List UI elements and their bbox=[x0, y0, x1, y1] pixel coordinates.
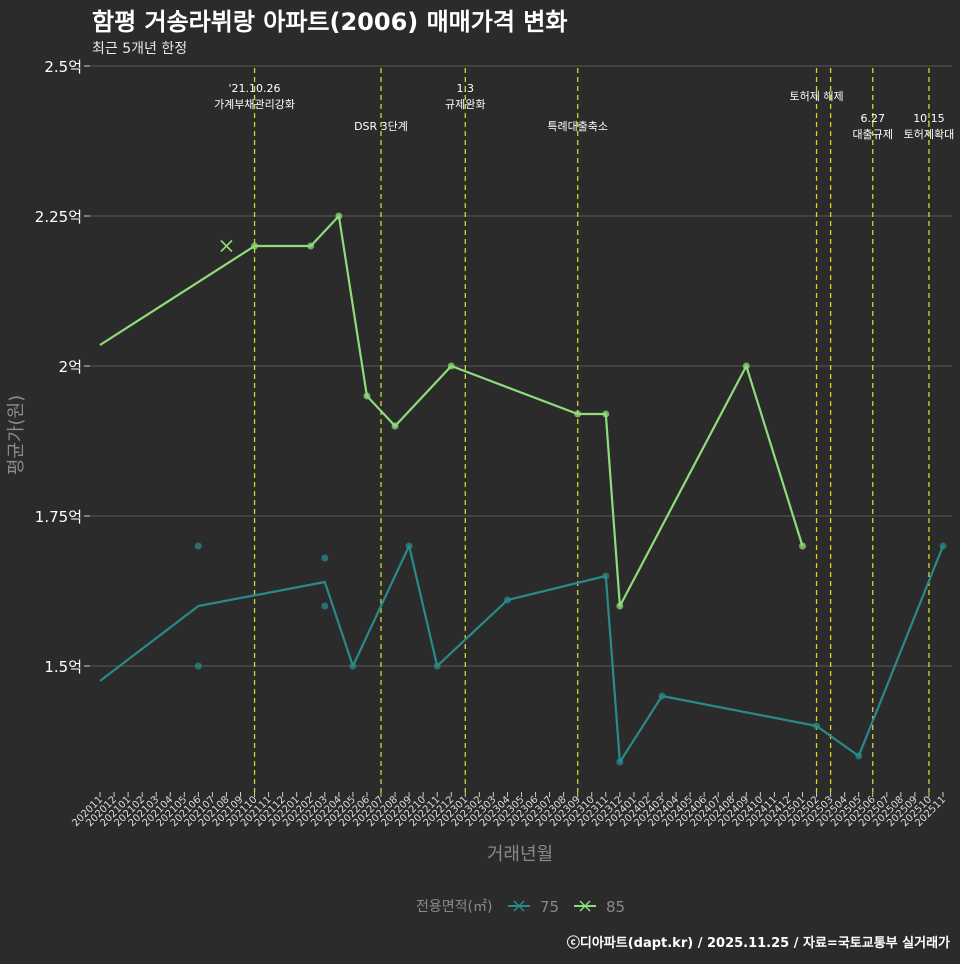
series-75-point bbox=[349, 662, 357, 670]
x-axis-ticks: 2020112020122021012021022021032021042021… bbox=[70, 792, 948, 829]
y-tick-label: 1.75억 bbox=[35, 508, 82, 526]
series-85-point bbox=[574, 410, 582, 418]
series-75-point bbox=[194, 542, 202, 550]
series-85-point bbox=[363, 392, 371, 400]
event-label: 가계부채관리강화 bbox=[214, 98, 295, 111]
legend-title: 전용면적(㎡) bbox=[416, 899, 492, 915]
event-label: 특례대출축소 bbox=[547, 120, 608, 133]
footer-credit: ⓒ디아파트(dapt.kr) / 2025.11.25 / 자료=국토교통부 실… bbox=[567, 935, 950, 951]
series-85-point bbox=[335, 212, 343, 220]
event-label: 10.15 bbox=[913, 112, 945, 125]
series-85-point bbox=[251, 242, 259, 250]
event-label: DSR 3단계 bbox=[354, 120, 408, 133]
series-75-point bbox=[658, 692, 666, 700]
series-85-point bbox=[602, 410, 610, 418]
y-tick-label: 2.5억 bbox=[44, 58, 82, 76]
event-label: 대출규제 bbox=[853, 128, 893, 141]
event-label: 6.27 bbox=[861, 112, 886, 125]
legend-label: 75 bbox=[540, 898, 559, 916]
y-tick-label: 1.5억 bbox=[44, 658, 82, 676]
series-85-line bbox=[99, 214, 804, 608]
series-75-point bbox=[813, 722, 821, 730]
series-75-point bbox=[616, 758, 624, 766]
event-label: 토허제확대 bbox=[904, 128, 955, 141]
series-85-point bbox=[447, 362, 455, 370]
grid-lines bbox=[90, 65, 952, 667]
legend-swatch-cross bbox=[513, 900, 525, 912]
series-85-point bbox=[742, 362, 750, 370]
event-label: 1.3 bbox=[457, 82, 475, 95]
series-75-point bbox=[503, 596, 511, 604]
series-85-point bbox=[616, 602, 624, 610]
series-75-point bbox=[321, 554, 329, 562]
y-axis-label: 평균가(원) bbox=[6, 395, 27, 475]
legend: 전용면적(㎡) 75 85 bbox=[416, 898, 625, 916]
series-75-point bbox=[433, 662, 441, 670]
event-label: 토허제 해제 bbox=[789, 89, 843, 103]
y-tick-label: 2억 bbox=[59, 358, 82, 376]
x-axis-label: 거래년월 bbox=[487, 844, 553, 865]
series-85-cross-point bbox=[220, 239, 233, 253]
legend-swatch-cross bbox=[579, 900, 591, 912]
y-tick-label: 2.25억 bbox=[35, 208, 82, 226]
series-75-point bbox=[194, 662, 202, 670]
series-75-point bbox=[405, 542, 413, 550]
series-75-point bbox=[321, 602, 329, 610]
series-group bbox=[99, 212, 947, 766]
legend-label: 85 bbox=[606, 898, 625, 916]
series-85-point bbox=[307, 242, 315, 250]
series-85-point bbox=[799, 542, 806, 550]
y-axis-ticks: 1.5억 1.75억 2억 2.25억 2.5억 bbox=[35, 58, 90, 676]
chart-title: 함평 거송라뷔랑 아파트(2006) 매매가격 변화 bbox=[92, 8, 567, 36]
event-label: 규제완화 bbox=[445, 98, 485, 111]
chart-subtitle: 최근 5개년 한정 bbox=[92, 41, 187, 57]
event-label: '21.10.26 bbox=[229, 82, 281, 95]
series-75-point bbox=[855, 752, 863, 760]
series-75-point bbox=[602, 572, 610, 580]
series-75-point bbox=[939, 542, 947, 550]
series-85-point bbox=[391, 422, 399, 430]
